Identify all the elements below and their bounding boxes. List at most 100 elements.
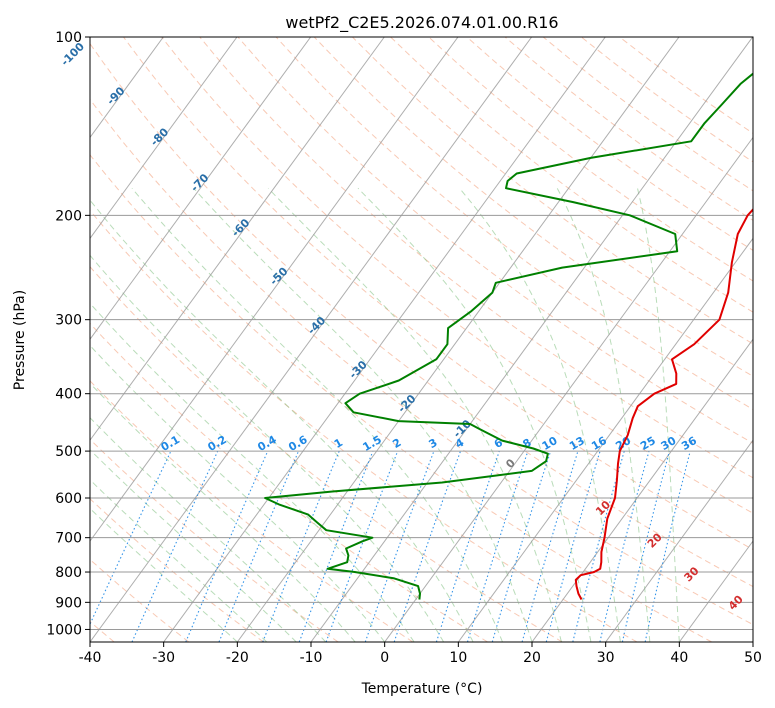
mixing-ratio-label: 10 (540, 434, 560, 453)
moist-adiabat (90, 382, 356, 642)
mixing-ratio-line (521, 450, 579, 642)
y-tick-label: 300 (55, 313, 82, 329)
mixing-ratio-line (218, 450, 300, 642)
isotherm-label: -40 (305, 314, 328, 337)
mixing-ratio-label: 3 (427, 436, 440, 451)
isotherm-line (90, 37, 238, 240)
dry-adiabat (123, 37, 753, 551)
mixing-ratio-label: 16 (589, 434, 609, 453)
mixing-ratio-line (262, 450, 340, 642)
sounding-profiles (264, 72, 753, 600)
mixing-ratio-line (393, 450, 462, 642)
isotherm-line (531, 338, 753, 642)
isotherm-label: -90 (104, 84, 127, 107)
moist-adiabat (90, 344, 386, 642)
mixing-ratio-line (435, 450, 500, 642)
y-axis-title: Pressure (hPa) (12, 290, 28, 390)
y-tick-label: 1000 (46, 622, 82, 638)
y-tick-label: 700 (55, 531, 82, 547)
dry-adiabat (466, 37, 753, 251)
x-axis: -40 -30 -20 -10 0 10 20 30 40 50 (79, 642, 762, 666)
isotherm-line (605, 439, 753, 642)
moist-adiabat-label: 40 (726, 592, 746, 612)
dry-adiabat (90, 98, 753, 626)
y-tick-label: 100 (55, 30, 82, 46)
isotherm-line (457, 237, 753, 642)
x-tick-label: -40 (79, 650, 102, 666)
x-axis-title: Temperature (°C) (361, 681, 483, 697)
dry-adiabat (90, 42, 753, 588)
moist-adiabat (90, 507, 238, 642)
moist-adiabat (90, 302, 415, 642)
plot-frame (89, 36, 754, 643)
isotherm-line (678, 540, 753, 642)
isotherm-label: -50 (267, 265, 290, 288)
mixing-ratio-line (621, 450, 671, 642)
mixing-ratio-label: 1 (332, 436, 345, 451)
dry-adiabat (161, 37, 753, 514)
pressure-gridlines (90, 37, 753, 630)
moist-adiabat (90, 479, 268, 642)
isotherm-line (163, 37, 606, 642)
dry-adiabat (90, 265, 563, 642)
moist-adiabat (193, 187, 533, 642)
dry-adiabat (90, 153, 712, 642)
x-tick-label: 30 (597, 650, 615, 666)
mixing-ratio-label: 4 (453, 436, 466, 451)
moist-adiabat (459, 187, 621, 642)
isotherm-label: -10 (451, 417, 474, 440)
mixing-ratio-line (545, 450, 601, 642)
moist-adiabat-label: 30 (682, 564, 702, 584)
moist-adiabat (90, 449, 297, 642)
moist-adiabat (90, 199, 474, 642)
mixing-ratio-line (466, 450, 529, 642)
isotherm-label: -20 (395, 392, 418, 415)
isotherm-label: -70 (188, 171, 211, 194)
mixing-ratio-line (491, 450, 552, 642)
moist-adiabat (90, 417, 327, 642)
moist-adiabat (267, 187, 562, 642)
mixing-ratio-line (644, 450, 691, 642)
temperature-profile (574, 208, 753, 600)
isotherm-label: -30 (347, 358, 370, 381)
dry-adiabat (619, 37, 753, 134)
mixing-ratio-line (599, 450, 650, 642)
background-lines (90, 37, 753, 642)
mixing-ratio-line (298, 450, 374, 642)
x-tick-label: -20 (226, 650, 249, 666)
dry-adiabat (275, 37, 753, 411)
moist-adiabat (556, 187, 651, 642)
x-tick-label: -30 (152, 650, 175, 666)
mixing-ratio-line (131, 450, 219, 642)
mixing-ratio-line (185, 450, 269, 642)
dry-adiabat (313, 37, 753, 377)
x-tick-label: 40 (670, 650, 688, 666)
mixing-ratio-line (90, 450, 172, 626)
isotherm-label: 0 (503, 456, 518, 471)
y-tick-label: 500 (55, 444, 82, 460)
dry-adiabat (90, 438, 339, 642)
moist-adiabat (131, 187, 503, 642)
mixing-ratio-line (364, 450, 435, 642)
isotherm-line (384, 136, 753, 642)
dewpoint-profile (264, 72, 753, 600)
mixing-ratio-label: 25 (638, 434, 658, 453)
mixing-ratio-label: 30 (659, 434, 679, 453)
isotherm-label: -80 (148, 125, 171, 148)
dry-adiabat (90, 498, 264, 642)
isotherm-line (236, 37, 680, 642)
x-tick-label: 20 (523, 650, 541, 666)
isotherm-line (310, 37, 753, 642)
dry-adiabat (542, 37, 753, 192)
isotherm-label: -60 (229, 216, 252, 239)
moist-adiabat (357, 187, 592, 642)
y-tick-label: 600 (55, 491, 82, 507)
mixing-ratio-line (325, 450, 399, 642)
x-tick-label: 10 (449, 650, 467, 666)
isotherm-line (90, 37, 385, 442)
moist-adiabat (637, 188, 680, 642)
y-tick-label: 900 (55, 595, 82, 611)
isotherm-line (90, 37, 459, 542)
